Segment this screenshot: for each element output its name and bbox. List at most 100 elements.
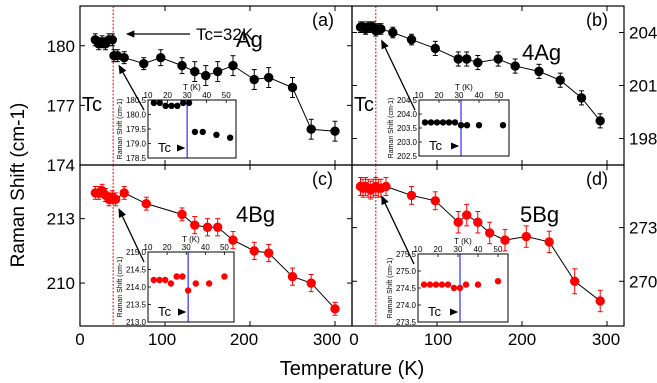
data-point [388,27,398,38]
tc-pointer-arrow [381,195,415,265]
inset-data-point [185,99,193,107]
inset-data-point [162,102,169,110]
inset-x-tick-label: 50 [220,243,229,252]
data-point [406,190,417,201]
inset-data-point [179,273,186,280]
data-point [376,24,386,34]
inset-b: 10 20 30 40 50 204.5 204.0 203.5 203.0 202.5 T (K)… [388,83,510,161]
inset-data-point [475,122,483,129]
data-point [453,54,463,64]
data-point [485,228,495,238]
inset-y-tick-label: 204.5 [397,96,418,105]
data-point [139,58,149,69]
inset-y-tick-label: 273.5 [396,318,417,327]
data-point [249,74,259,85]
inset-data-point [162,276,169,284]
tc-annotation: Tc=32K [196,25,254,44]
inset-x-tick-label: 10 [144,91,153,100]
inset-data-point [456,284,464,292]
inset-data-point [192,280,199,287]
inset-x-tick-label: 50 [494,245,503,254]
y-tick-label: 210 [47,274,75,293]
tc-label: Tc [354,94,374,116]
inset-data-point [427,119,435,126]
data-point [119,188,129,198]
data-point [510,61,520,71]
panel-c: 213 210 (c) 4Bg 10 20 30 40 50 215.0 214.5 214.0 213… [47,164,353,327]
inset-x-tick-label: 20 [434,245,443,254]
data-point [462,210,472,220]
y-axis-label: Raman Shift (cm-1) [8,103,29,268]
data-point [177,60,187,71]
inset-data-point [199,128,206,136]
data-point [306,124,316,134]
data-point [119,52,129,63]
data-point [521,231,531,242]
inset-data-point [450,284,458,292]
inset-data-point [156,276,163,284]
data-point [264,248,274,258]
data-point [576,93,587,103]
inset-tc-label: Tc [158,304,172,319]
inset-x-tick-label: 10 [414,245,423,254]
data-point [201,70,211,81]
data-point [141,198,152,209]
inset-x-tick-label: 50 [495,91,504,100]
tc-pointer-arrow [118,64,145,111]
data-point [473,57,483,68]
panel-b: 204 201 198 (b) 4Ag Tc 10 20 30 40 50 204.5 204.0 203… [351,5,657,166]
inset-data-point [191,128,199,136]
inset-y-tick-label: 214.5 [126,266,147,275]
inset-y-tick-label: 213.5 [126,301,147,310]
inset-x-axis-label: T (K) [182,235,200,244]
data-point [430,43,440,54]
inset-y-tick-label: 215.0 [126,248,147,257]
inset-data-point [174,102,181,110]
inset-x-tick-label: 30 [455,91,464,100]
inset-y-tick-label: 274.0 [396,301,417,310]
inset-tc-label: Tc [429,138,443,153]
inset-data-point [184,287,192,294]
x-tick-label-right-100: 100 [424,330,452,349]
inset-data-point [462,281,470,288]
data-point [306,278,316,288]
inset-data-point [494,278,502,285]
inset-y-tick-label: 179.5 [126,125,147,134]
inset-data-point [150,276,157,284]
data-point [228,235,238,245]
inset-data-point [432,281,440,288]
inset-x-axis-label: T (K) [455,83,473,92]
data-point [500,235,510,245]
data-point [287,82,298,93]
inset-x-tick-label: 40 [475,91,484,100]
inset-y-axis-label: Raman Shift (cm-1) [117,99,124,160]
panel-a: 180 177 174 (a) Ag Tc Tc=32K 10 20 30 40 50 180.5 180… [47,5,353,175]
data-point [453,217,463,227]
data-point [570,276,580,286]
x-tick-label-right-0: 0 [349,330,358,349]
inset-x-axis-label: T (K) [183,83,201,92]
inset-y-axis-label: Raman Shift (cm-1) [387,258,394,319]
inset-data-point [168,102,175,110]
inset-x-tick-label: 20 [435,91,444,100]
panel-tag: (d) [586,169,608,189]
data-point [406,34,417,45]
inset-x-tick-label: 40 [202,91,211,100]
panel-d: 273 270 (d) 5Bg 10 20 30 40 50 275.5 275.0 274.5 274… [351,164,657,327]
inset-d: 10 20 30 40 50 275.5 275.0 274.5 274.0 273.5 T (K)… [387,237,509,327]
inset-y-tick-label: 180.0 [126,111,147,120]
inset-data-point [180,99,187,107]
y-tick-label: 270 [629,272,657,291]
inset-x-tick-label: 10 [144,243,153,252]
tc-label: Tc [82,94,102,116]
inset-data-point [221,273,228,280]
mode-label: 4Bg [236,202,275,227]
inset-y-tick-label: 275.0 [396,267,417,276]
data-point [493,54,503,64]
mode-label: Ag [236,27,263,52]
data-point [544,237,554,247]
inset-a: 10 20 30 40 50 180.5 180.0 179.5 179.0 178.5 T (K)… [117,83,237,163]
data-point [462,54,472,64]
inset-y-axis-label: Raman Shift (cm-1) [117,257,124,318]
tc-pointer-arrow [381,39,416,111]
